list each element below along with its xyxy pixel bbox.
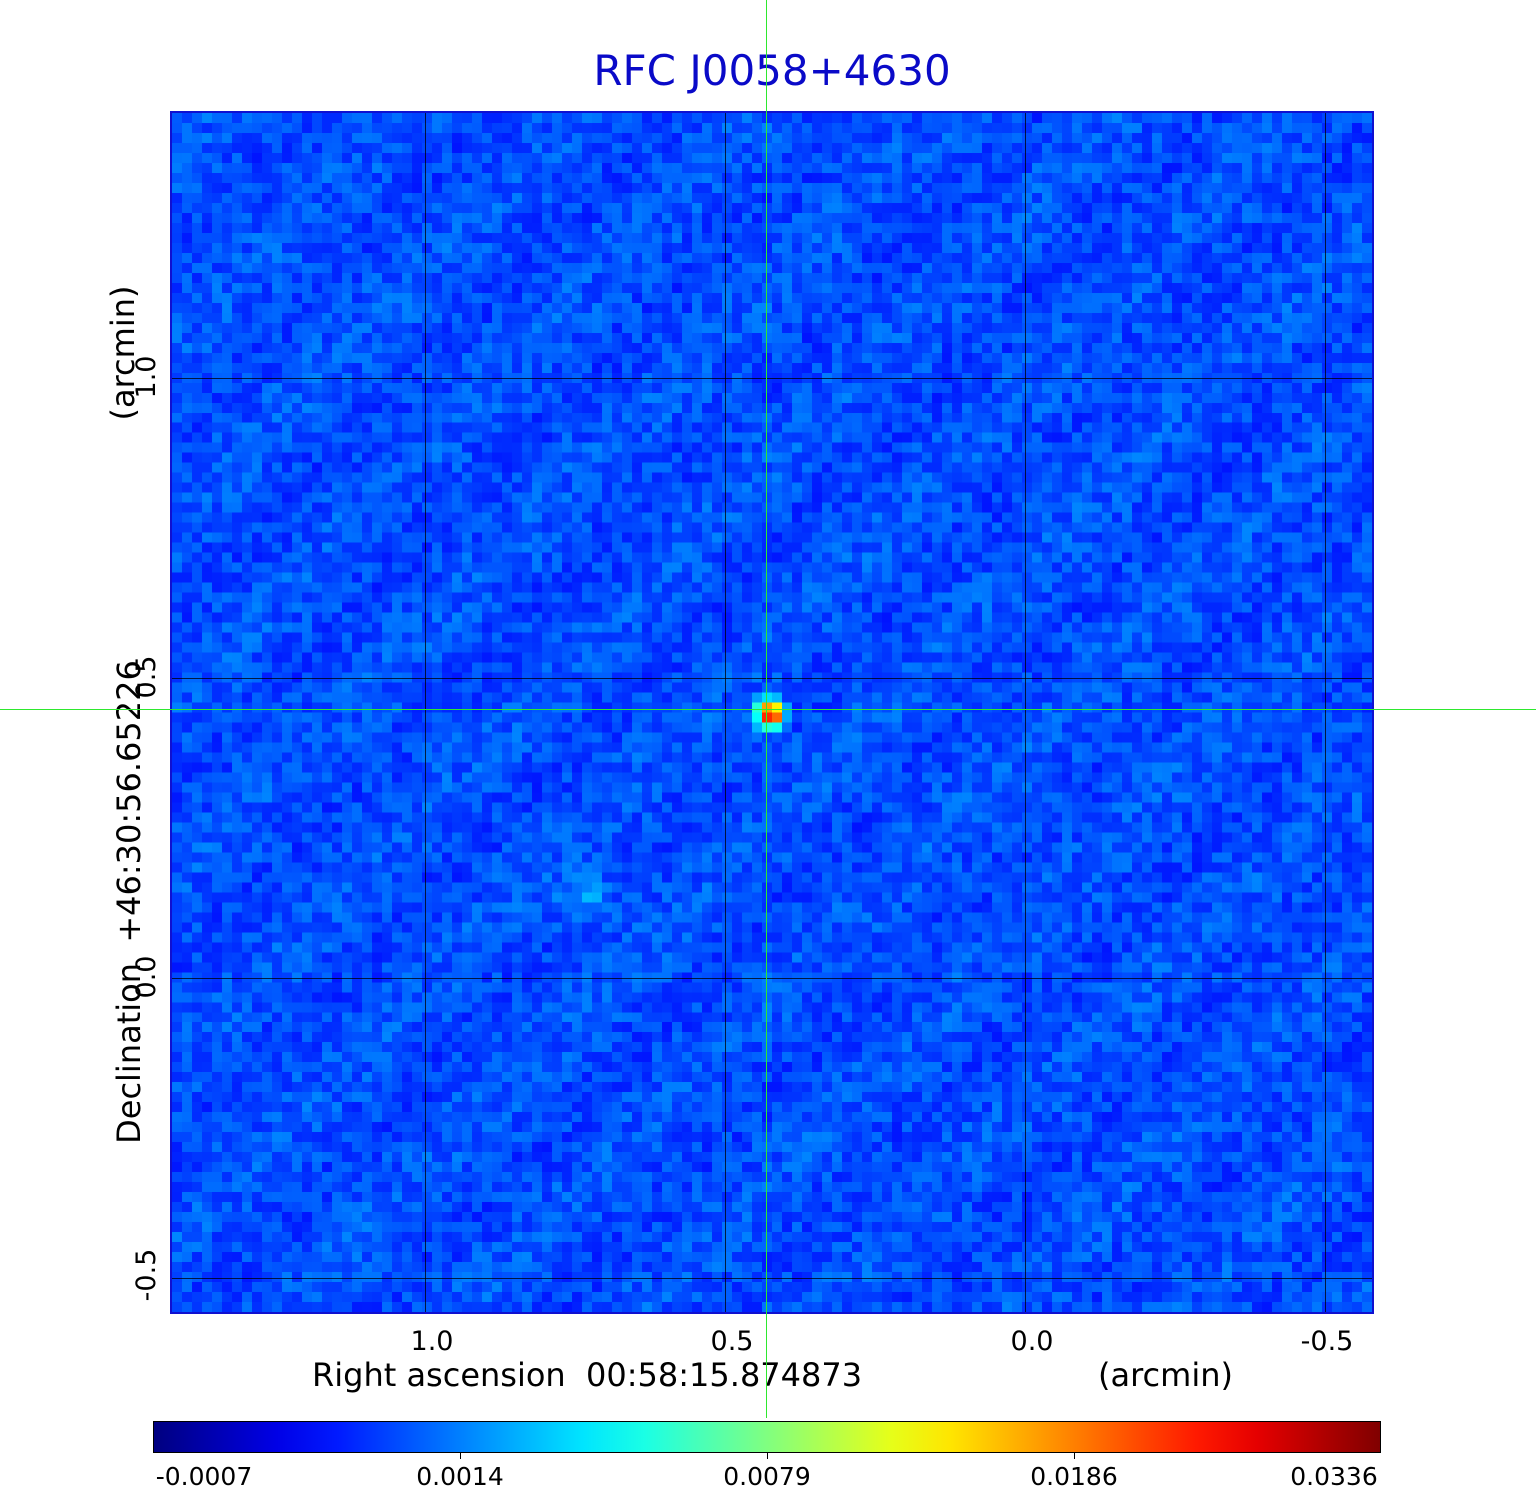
- dec-gridline: [172, 678, 1372, 679]
- crosshair-horizontal: [0, 709, 1536, 710]
- dec-gridline: [172, 378, 1372, 379]
- colorbar-tick-label: -0.0007: [155, 1462, 253, 1491]
- plot-title: RFC J0058+4630: [593, 46, 951, 95]
- ra-gridline: [725, 113, 726, 1312]
- x-tick-label: -0.5: [1300, 1326, 1354, 1357]
- colorbar-tick-label: 0.0186: [1030, 1462, 1118, 1491]
- colorbar-tick-mark: [460, 1453, 461, 1459]
- x-axis-unit: (arcmin): [1098, 1356, 1233, 1394]
- colorbar-tick-mark: [767, 1453, 768, 1459]
- y-axis-unit: (arcmin): [104, 285, 142, 421]
- ra-gridline: [425, 113, 426, 1312]
- ra-gridline: [1025, 113, 1026, 1312]
- ra-gridline: [1325, 113, 1326, 1312]
- colorbar-tick-mark: [1074, 1453, 1075, 1459]
- x-tick-label: 0.0: [1010, 1326, 1054, 1357]
- x-axis-label: Right ascension 00:58:15.874873: [312, 1356, 863, 1394]
- colorbar-tick-label: 0.0014: [416, 1462, 504, 1491]
- x-tick-label: 0.5: [710, 1326, 754, 1357]
- dec-gridline: [172, 978, 1372, 979]
- dec-gridline: [172, 1278, 1372, 1279]
- intensity-map: [172, 113, 1372, 1312]
- colorbar-tick-label: 0.0079: [723, 1462, 811, 1491]
- x-tick-label: 1.0: [410, 1326, 454, 1357]
- y-tick-label: -0.5: [131, 1248, 162, 1302]
- colorbar: [153, 1421, 1381, 1453]
- colorbar-tick-label: 0.0336: [1290, 1462, 1378, 1491]
- radio-image-panel[interactable]: [170, 111, 1374, 1314]
- y-axis-label: Declination +46:30:56.65226: [110, 660, 148, 1144]
